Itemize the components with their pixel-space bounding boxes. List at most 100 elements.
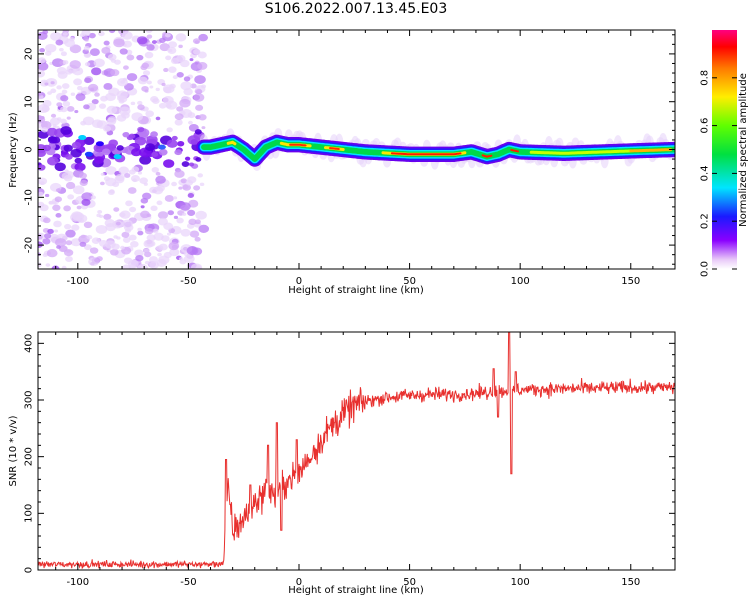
noise-blob (166, 232, 172, 236)
noise-blob (91, 98, 99, 105)
noise-blob (109, 189, 115, 194)
noise-blob (76, 85, 83, 91)
noise-blob (78, 218, 85, 223)
noise-blob (116, 114, 127, 122)
noise-blob (132, 178, 137, 183)
noise-blob (187, 193, 195, 198)
noise-blob (38, 241, 43, 248)
noise-blob (145, 30, 153, 34)
noise-blob (198, 224, 210, 233)
noise-blob (38, 130, 49, 139)
noise-blob (164, 194, 174, 202)
noise-blob (128, 234, 137, 241)
noise-blob (180, 178, 188, 184)
snr-plot-area (38, 332, 675, 570)
spectrogram-xtick-label: -100 (66, 276, 89, 287)
noise-blob (158, 37, 166, 43)
noise-blob (155, 87, 160, 92)
noise-blob (134, 249, 144, 257)
noise-blob (142, 70, 151, 76)
noise-blob (171, 181, 177, 187)
noise-blob (168, 41, 178, 49)
noise-blob (56, 102, 63, 107)
noise-blob (63, 205, 71, 212)
noise-blob (65, 153, 73, 160)
noise-blob (124, 83, 134, 91)
noise-blob (145, 110, 155, 118)
noise-blob (50, 88, 57, 94)
noise-blob (38, 114, 43, 122)
noise-blob (46, 127, 58, 137)
snr-xtick-label: 0 (296, 577, 302, 588)
noise-blob (189, 230, 200, 238)
noise-blob (56, 85, 62, 90)
noise-blob (137, 263, 149, 269)
noise-blob (144, 260, 150, 265)
noise-blob (120, 245, 125, 250)
noise-blob (103, 40, 110, 46)
noise-blob (189, 58, 194, 62)
noise-blob (157, 211, 169, 220)
noise-blob (168, 241, 180, 251)
snr-panel: -100 -50 0 50 100 150 0 100 200 300 400 Height of … (8, 331, 676, 596)
noise-blob (119, 48, 128, 55)
colorbar-tick-label: 0.0 (700, 261, 711, 277)
noise-blob (46, 249, 58, 258)
noise-blob (123, 257, 133, 264)
colorbar-ticks: 0.0 0.2 0.4 0.6 0.8 (700, 70, 737, 277)
colorbar-tick-label: 0.2 (700, 213, 711, 229)
spectrogram-ylabel: Frequency (Hz) (8, 112, 19, 188)
noise-blob (74, 109, 79, 114)
noise-blob (101, 148, 111, 156)
noise-blob (83, 104, 90, 110)
noise-blob (114, 175, 125, 184)
noise-blob (60, 118, 67, 124)
noise-peak (95, 141, 104, 147)
snr-xtick-label: 150 (621, 577, 640, 588)
noise-blob (183, 88, 193, 96)
noise-blob (151, 167, 160, 173)
noise-blob (114, 59, 121, 65)
noise-blob (75, 93, 86, 101)
noise-blob (192, 38, 201, 44)
noise-blob (150, 205, 158, 212)
noise-blob (128, 133, 136, 139)
snr-ytick-label: 100 (24, 504, 35, 523)
noise-blob (115, 221, 121, 226)
spectrogram-ytick-label: 10 (24, 95, 35, 108)
ridge-peak (510, 149, 519, 153)
noise-blob (38, 91, 43, 97)
noise-blob (193, 93, 205, 102)
noise-blob (57, 71, 68, 79)
snr-xlabel: Height of straight line (km) (288, 585, 424, 596)
noise-blob (141, 85, 149, 92)
noise-blob (91, 67, 102, 76)
noise-blob (47, 91, 52, 95)
noise-blob (141, 62, 149, 69)
noise-blob (130, 240, 139, 248)
noise-blob (136, 36, 148, 45)
noise-blob (38, 69, 46, 78)
spectrogram-heatmap (38, 30, 675, 269)
noise-blob (150, 131, 158, 138)
noise-blob (69, 60, 81, 69)
noise-blob (102, 125, 112, 132)
noise-blob (79, 179, 88, 187)
noise-blob (157, 252, 162, 257)
noise-blob (38, 177, 48, 185)
noise-blob (62, 31, 68, 36)
noise-blob (55, 39, 64, 46)
noise-blob (183, 254, 195, 264)
noise-blob (186, 246, 199, 256)
noise-blob (38, 62, 49, 71)
noise-blob (168, 66, 177, 73)
noise-blob (110, 69, 120, 77)
ridge-peak (226, 140, 237, 146)
spectrogram-ytick-label: 0 (24, 146, 35, 152)
spectrogram-ytick-label: -10 (24, 189, 35, 205)
noise-blob (125, 200, 133, 207)
noise-blob (187, 112, 196, 119)
noise-blob (65, 255, 73, 262)
ridge-peak (529, 149, 633, 155)
